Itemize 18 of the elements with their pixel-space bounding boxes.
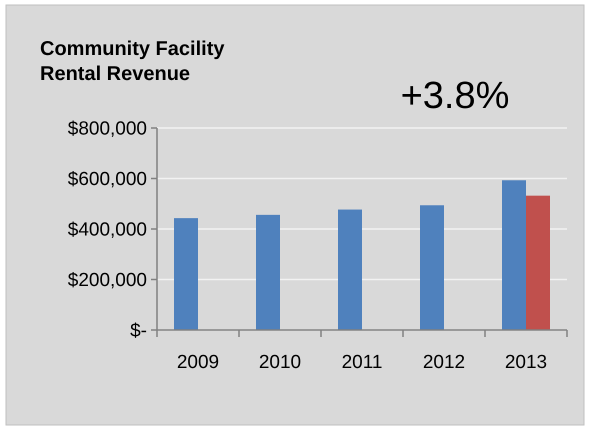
y-tick-label: $200,000 <box>68 270 147 292</box>
y-tick-label: $800,000 <box>68 118 147 140</box>
y-tick-label: $600,000 <box>68 169 147 190</box>
chart-title: Community Facility Rental Revenue <box>40 38 226 85</box>
x-tick-label: 2012 <box>422 352 466 373</box>
bar <box>420 205 444 330</box>
bar <box>526 196 550 330</box>
x-tick-label: 2010 <box>258 352 302 373</box>
y-tick-label: $- <box>130 320 147 342</box>
bar <box>256 214 280 330</box>
bar <box>174 218 198 330</box>
bar <box>338 210 362 330</box>
y-tick-label: $400,000 <box>68 220 147 241</box>
x-tick-label: 2011 <box>342 352 382 373</box>
x-tick-label: 2013 <box>504 352 548 373</box>
bar <box>502 180 526 330</box>
x-tick-label: 2009 <box>176 352 220 373</box>
text: +3.8% <box>400 75 510 117</box>
